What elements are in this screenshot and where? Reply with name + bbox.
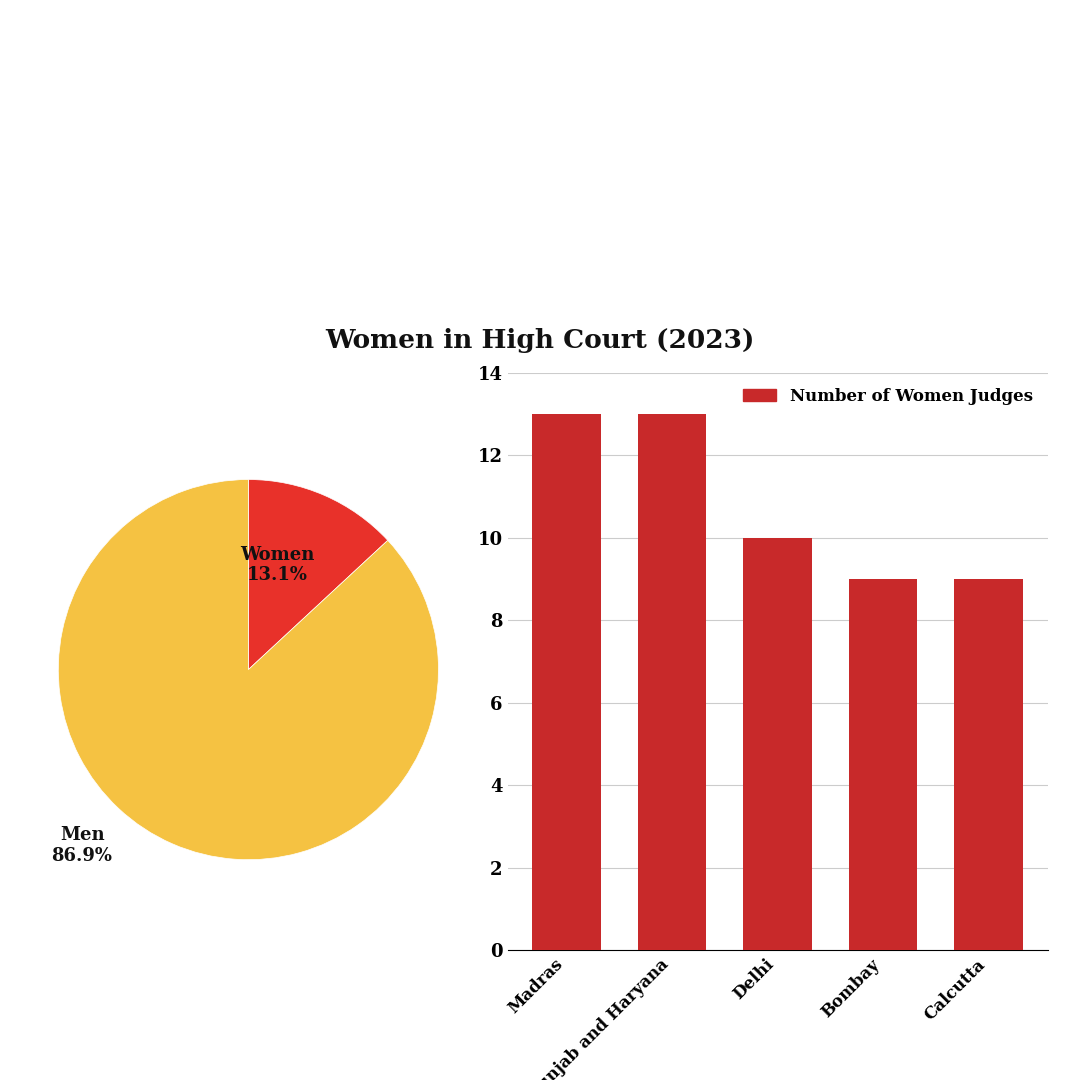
Bar <box>532 414 600 950</box>
Bar <box>637 414 706 950</box>
Text: Underrepresentation of Women in
Judicial Positions: Underrepresentation of Women in Judicial… <box>0 46 1080 193</box>
Bar <box>955 579 1023 950</box>
Wedge shape <box>58 480 438 860</box>
Wedge shape <box>248 480 388 670</box>
Text: Women in High Court (2023): Women in High Court (2023) <box>325 327 755 353</box>
Bar <box>743 538 812 950</box>
Text: Women
13.1%: Women 13.1% <box>240 545 314 584</box>
Legend: Number of Women Judges: Number of Women Judges <box>737 381 1039 411</box>
Text: Men
86.9%: Men 86.9% <box>52 826 112 865</box>
Bar <box>849 579 918 950</box>
